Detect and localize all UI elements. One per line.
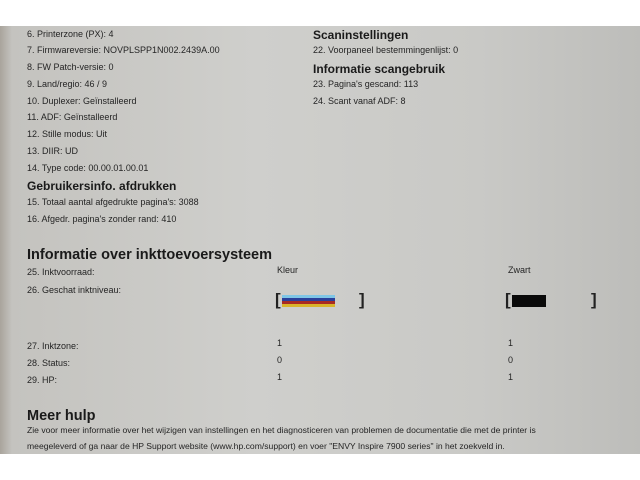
scan-usage-pages: 23. Pagina's gescand: 113 <box>313 79 419 89</box>
ink-label-supply: 25. Inktvoorraad: <box>27 267 95 277</box>
black-bracket-close: ] <box>591 290 597 309</box>
ink-label-status: 28. Status: <box>27 358 71 368</box>
item-fw-patch: 8. FW Patch-versie: 0 <box>27 62 114 72</box>
color-header: Kleur <box>277 265 299 275</box>
ink-label-zone: 27. Inktzone: <box>27 341 79 351</box>
help-text-line2: meegeleverd of ga naar de HP Support web… <box>27 441 505 451</box>
ink-label-hp: 29. HP: <box>27 375 58 385</box>
black-hp: 1 <box>508 372 514 382</box>
color-bracket-close: ] <box>359 290 365 309</box>
scan-settings-item: 22. Voorpaneel bestemmingenlijst: 0 <box>313 45 459 55</box>
black-status: 0 <box>508 355 514 365</box>
usage-heading: Gebruikersinfo. afdrukken <box>27 179 177 193</box>
ink-heading: Informatie over inkttoevoersysteem <box>27 247 272 263</box>
item-printerzone: 6. Printerzone (PX): 4 <box>27 29 114 39</box>
help-heading: Meer hulp <box>27 408 96 424</box>
item-type-code: 14. Type code: 00.00.01.00.01 <box>27 163 149 173</box>
printed-report <box>0 26 640 454</box>
item-firmware: 7. Firmwareversie: NOVPLSPP1N002.2439A.0… <box>27 45 220 55</box>
color-status: 0 <box>277 355 283 365</box>
color-zone: 1 <box>277 338 283 348</box>
scan-settings-heading: Scaninstellingen <box>313 28 409 42</box>
usage-total: 15. Totaal aantal afgedrukte pagina's: 3… <box>27 197 199 207</box>
item-diir: 13. DIIR: UD <box>27 146 79 156</box>
black-ink-level-bar <box>512 295 546 307</box>
color-bracket-open: [ <box>275 290 281 309</box>
black-header: Zwart <box>508 265 531 275</box>
color-ink-level-bar <box>282 295 335 307</box>
scan-usage-heading: Informatie scangebruik <box>313 62 446 76</box>
item-region: 9. Land/regio: 46 / 9 <box>27 79 108 89</box>
black-zone: 1 <box>508 338 514 348</box>
color-hp: 1 <box>277 372 283 382</box>
item-quiet-mode: 12. Stille modus: Uit <box>27 129 108 139</box>
scan-usage-adf: 24. Scant vanaf ADF: 8 <box>313 96 406 106</box>
black-bracket-open: [ <box>505 290 511 309</box>
item-duplexer: 10. Duplexer: Geïnstalleerd <box>27 96 137 106</box>
item-adf: 11. ADF: Geïnstalleerd <box>27 112 118 122</box>
usage-borderless: 16. Afgedr. pagina's zonder rand: 410 <box>27 214 177 224</box>
ink-label-level: 26. Geschat inktniveau: <box>27 285 122 295</box>
help-text-line1: Zie voor meer informatie over het wijzig… <box>27 425 536 435</box>
